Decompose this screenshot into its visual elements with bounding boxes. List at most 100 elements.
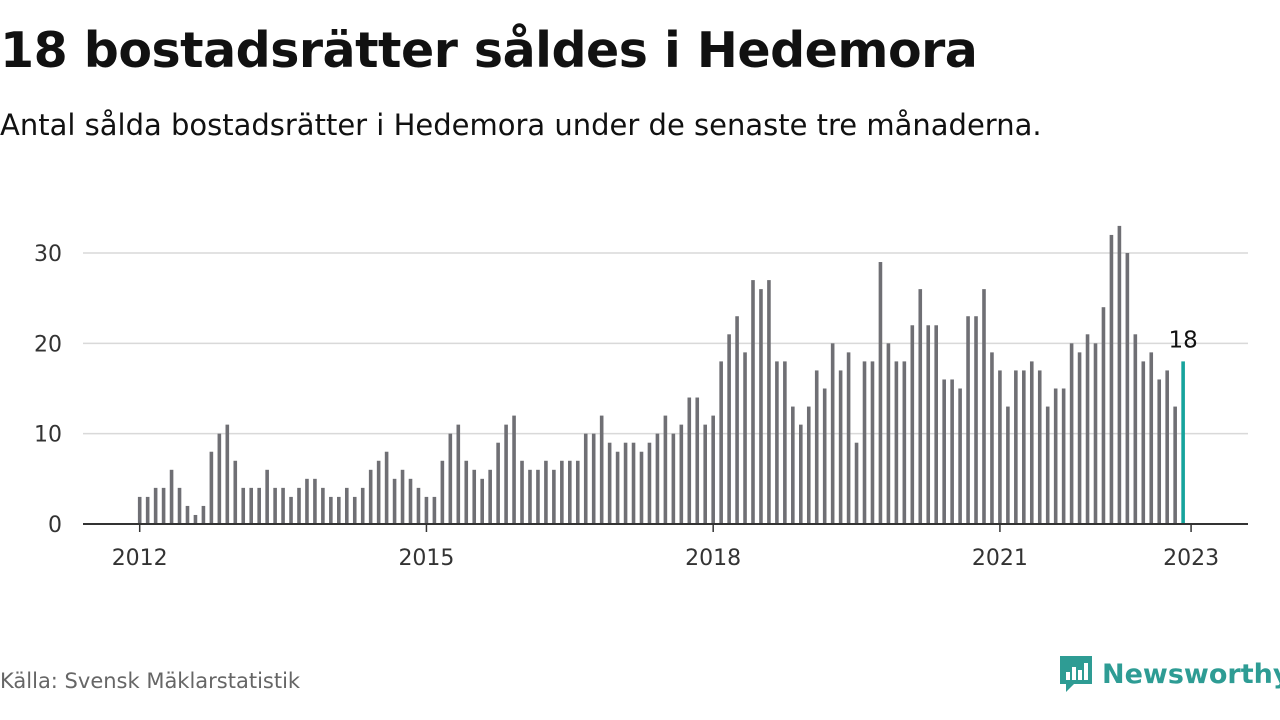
bar	[910, 325, 915, 524]
bar	[806, 406, 811, 524]
bar	[520, 460, 524, 524]
bar	[201, 505, 206, 524]
bar	[711, 415, 715, 524]
bar	[631, 442, 636, 524]
bar	[870, 361, 875, 524]
bar	[759, 289, 763, 524]
data-label-latest: 18	[1168, 327, 1197, 353]
bar	[703, 424, 708, 524]
bar	[998, 370, 1002, 524]
bar	[544, 460, 548, 524]
y-tick-label: 0	[48, 513, 62, 538]
bar	[687, 397, 692, 524]
bar	[153, 487, 158, 524]
bar	[639, 451, 644, 524]
bar	[185, 505, 190, 524]
bar	[352, 496, 357, 524]
bar	[1045, 406, 1050, 524]
bar	[504, 424, 508, 524]
bar	[1022, 370, 1026, 524]
y-tick-label: 20	[34, 332, 62, 357]
x-tick-label: 2015	[398, 546, 454, 571]
bar	[838, 370, 843, 524]
bar	[783, 361, 787, 524]
bar	[496, 442, 500, 524]
bar	[257, 487, 261, 524]
bar	[1173, 406, 1177, 524]
x-tick-label: 2023	[1163, 546, 1219, 571]
bar	[416, 487, 421, 524]
bar	[791, 406, 795, 524]
bar	[743, 352, 747, 524]
bar	[727, 334, 731, 524]
bar	[814, 370, 819, 524]
bar	[894, 361, 899, 524]
bar	[1117, 225, 1122, 524]
bar	[273, 487, 277, 524]
bar	[1125, 253, 1130, 524]
bar	[942, 379, 946, 524]
bar	[217, 433, 222, 524]
bar	[599, 415, 604, 524]
bar	[886, 343, 891, 524]
bar	[1085, 334, 1090, 524]
bar	[846, 352, 851, 524]
bar	[177, 487, 182, 524]
bar	[1109, 234, 1114, 524]
bar	[966, 316, 970, 524]
bar	[583, 433, 588, 524]
bar	[297, 487, 301, 524]
bar	[926, 325, 931, 524]
bar	[464, 460, 469, 524]
bar	[1029, 361, 1034, 524]
bar	[719, 361, 723, 524]
bar-highlight	[1181, 361, 1185, 524]
bar	[1006, 406, 1010, 524]
bar	[1165, 370, 1169, 524]
bar	[329, 496, 333, 524]
bar	[552, 469, 556, 524]
chart-title: 18 bostadsrätter såldes i Hedemora	[0, 22, 978, 79]
bar	[679, 424, 684, 524]
bar	[974, 316, 978, 524]
bar	[918, 289, 923, 524]
bar	[368, 469, 373, 524]
bar	[1133, 334, 1138, 524]
bar	[360, 487, 365, 524]
bar	[408, 478, 413, 524]
y-tick-label: 30	[34, 242, 62, 267]
bar	[655, 433, 660, 524]
bar	[400, 469, 405, 524]
bar	[313, 478, 317, 524]
bar	[137, 496, 142, 524]
bar	[767, 280, 771, 524]
newsworthy-logo-icon	[1060, 656, 1092, 692]
bar	[432, 496, 437, 524]
bar	[480, 478, 484, 524]
bar	[225, 424, 230, 524]
bar	[193, 514, 198, 524]
bar	[376, 460, 381, 524]
bar	[799, 424, 803, 524]
bar	[958, 388, 962, 524]
brand-logo-group[interactable]: Newsworthy	[1058, 654, 1280, 694]
bar	[950, 379, 954, 524]
bar	[440, 460, 445, 524]
bar	[1093, 343, 1098, 524]
bar	[1014, 370, 1018, 524]
bar	[448, 433, 453, 524]
bar	[623, 442, 628, 524]
bar	[1101, 307, 1106, 524]
bar	[878, 262, 883, 524]
bar	[424, 496, 429, 524]
bar	[472, 469, 477, 524]
bar	[934, 325, 938, 524]
bar	[233, 460, 238, 524]
bar	[1157, 379, 1162, 524]
bar	[456, 424, 461, 524]
bar	[344, 487, 349, 524]
bar	[536, 469, 540, 524]
bar	[575, 460, 580, 524]
bar	[591, 433, 596, 524]
bar	[822, 388, 827, 524]
